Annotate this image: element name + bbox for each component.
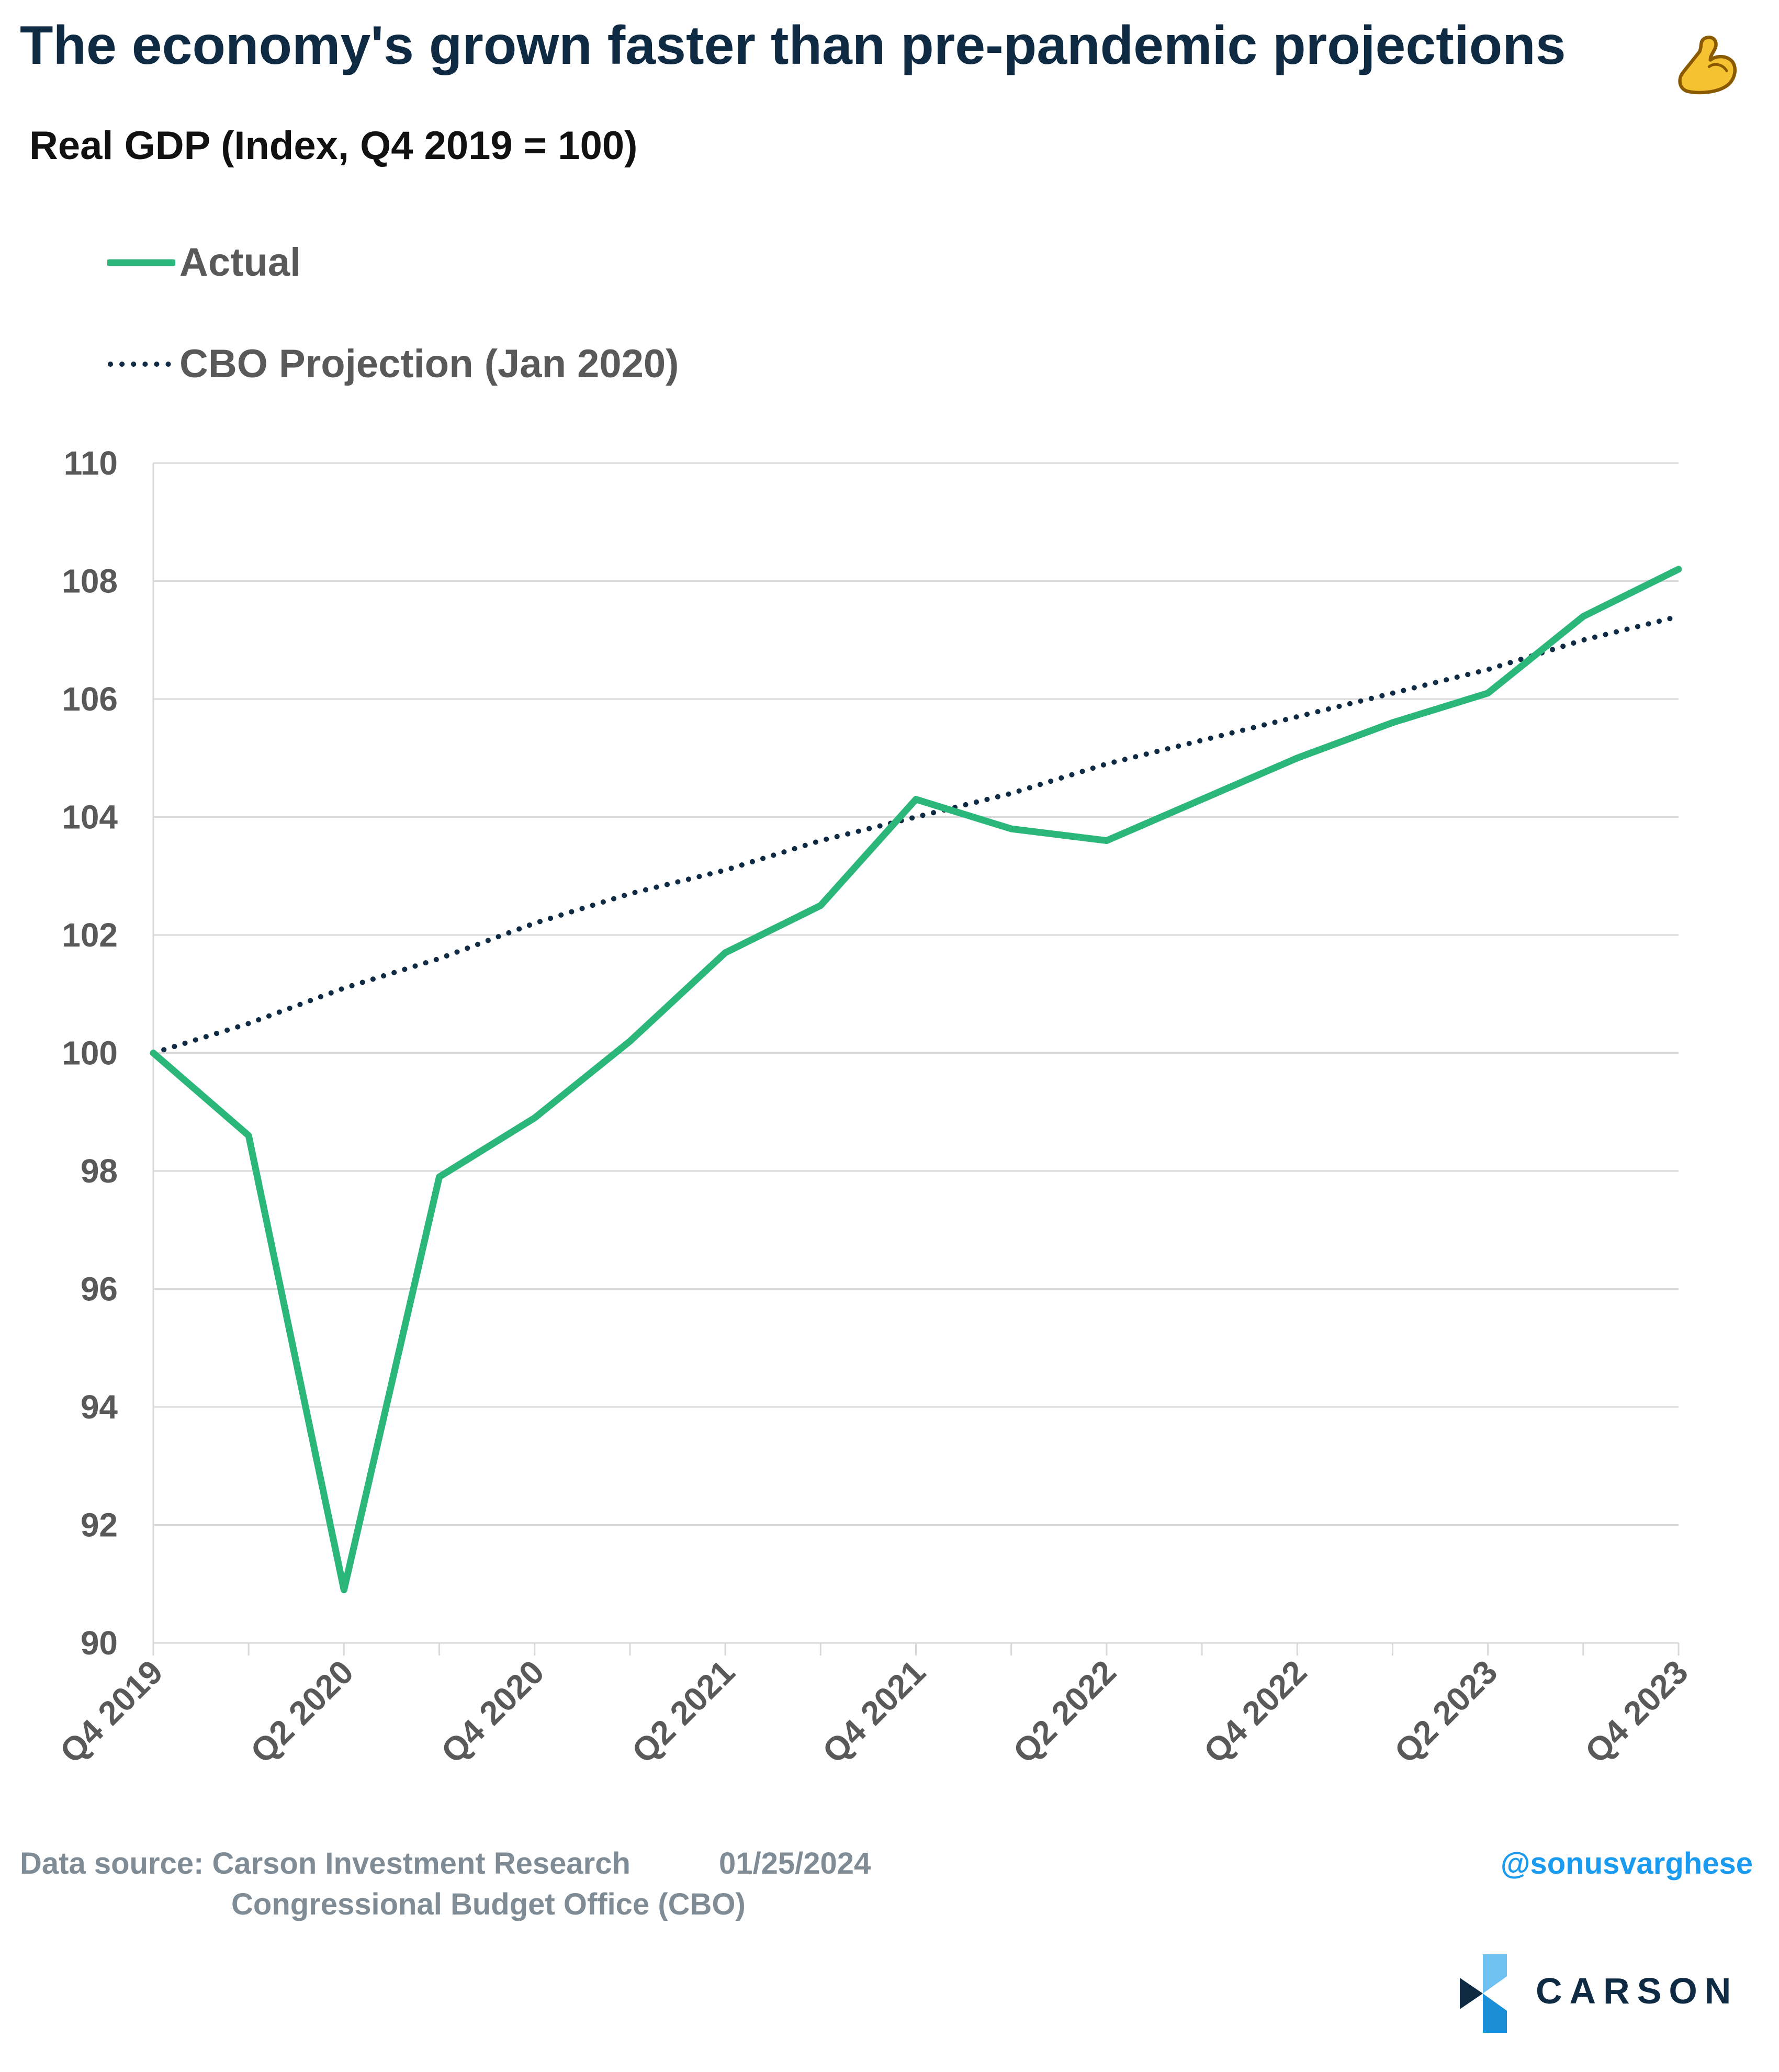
carson-logo-icon [1460, 1954, 1507, 2033]
data-point-actual [343, 1590, 344, 1591]
y-tick-label: 94 [81, 1388, 118, 1426]
x-tick-label: Q2 2023 [1387, 1653, 1505, 1771]
data-point-cbo [629, 893, 630, 894]
data-point-cbo [534, 922, 535, 924]
series-line-cbo-projection [151, 614, 1681, 1056]
data-point-actual [1201, 799, 1202, 800]
data-point-cbo [1011, 793, 1012, 794]
data-point-cbo [1392, 693, 1393, 694]
y-tick-label: 104 [62, 798, 118, 836]
data-point-actual [629, 1041, 630, 1042]
data-point-cbo [1678, 616, 1679, 617]
data-point-cbo [725, 870, 726, 871]
line-chart: 90 92 94 96 98 100 102 104 106 108 110 Q4 2019 Q2 20… [52, 444, 1695, 1771]
x-tick-label: Q4 2021 [815, 1653, 933, 1771]
y-tick-label: 102 [62, 916, 118, 954]
legend-swatch-actual [107, 259, 175, 266]
data-source-line1: Data source: Carson Investment Research [20, 1846, 630, 1880]
y-tick-label: 98 [81, 1152, 118, 1190]
x-tick-label: Q4 2019 [52, 1653, 170, 1771]
data-point-actual [248, 1135, 249, 1136]
data-point-cbo [248, 1023, 249, 1024]
data-point-actual [820, 905, 821, 906]
data-point-cbo [1583, 639, 1584, 640]
x-tick-label: Q4 2022 [1197, 1653, 1314, 1771]
series-line-actual [150, 566, 1682, 1594]
y-tick-label: 110 [64, 444, 118, 482]
data-point-cbo [1201, 740, 1202, 741]
data-point-cbo [820, 840, 821, 841]
data-point-cbo [1297, 716, 1298, 717]
data-source-line2: Congressional Budget Office (CBO) [231, 1887, 746, 1921]
brand-name: CARSON [1536, 1970, 1739, 2011]
legend-label-cbo: CBO Projection (Jan 2020) [179, 342, 679, 386]
y-tick-label: 100 [62, 1034, 118, 1072]
data-point-actual [1488, 693, 1489, 694]
data-point-actual [534, 1118, 535, 1119]
legend-label-actual: Actual [179, 240, 301, 285]
flexed-biceps-icon [1678, 36, 1737, 95]
y-tick-label: 92 [81, 1506, 118, 1544]
data-point-actual [1583, 616, 1584, 617]
data-point-actual [1297, 758, 1298, 759]
x-tick-label: Q4 2020 [434, 1653, 551, 1771]
data-point-actual [1011, 828, 1012, 829]
data-point-actual [725, 952, 726, 953]
author-handle[interactable]: @sonusvarghese [1500, 1846, 1753, 1880]
data-point-cbo [153, 1053, 154, 1054]
y-tick-label: 108 [62, 562, 118, 600]
x-tick-label: Q2 2021 [624, 1653, 742, 1771]
data-point-actual [1678, 569, 1679, 570]
data-point-cbo [343, 987, 344, 988]
chart-title: The economy's grown faster than pre-pand… [20, 15, 1566, 76]
data-point-actual [439, 1176, 440, 1177]
legend-swatch-cbo [108, 362, 175, 367]
data-point-cbo [1106, 763, 1107, 764]
x-tick-label: Q4 2023 [1578, 1653, 1695, 1771]
data-point-cbo [916, 817, 917, 818]
data-point-actual [916, 799, 917, 800]
x-tick-label: Q2 2020 [243, 1653, 361, 1771]
y-tick-label: 90 [81, 1624, 118, 1662]
y-tick-label: 106 [62, 680, 118, 718]
data-point-cbo [439, 958, 440, 959]
x-tick-label: Q2 2022 [1006, 1653, 1123, 1771]
y-tick-label: 96 [81, 1270, 118, 1308]
data-source-date: 01/25/2024 [719, 1846, 871, 1880]
data-point-actual [1106, 840, 1107, 841]
data-point-actual [1392, 722, 1393, 723]
chart-subtitle: Real GDP (Index, Q4 2019 = 100) [29, 123, 638, 168]
data-point-cbo [1488, 669, 1489, 670]
